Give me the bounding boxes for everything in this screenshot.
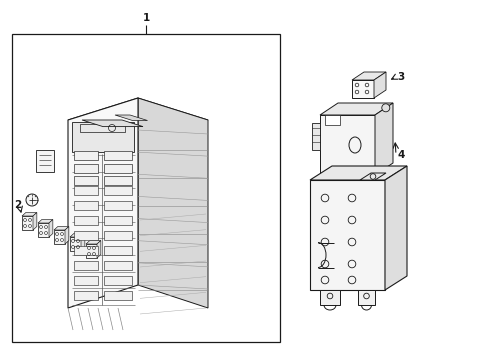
Bar (74, 216, 98, 225)
Polygon shape (82, 120, 142, 127)
Text: 3: 3 (397, 72, 404, 82)
Bar (104, 291, 132, 300)
Bar (74, 176, 98, 185)
Polygon shape (36, 150, 54, 172)
Polygon shape (384, 166, 406, 290)
Circle shape (26, 194, 38, 206)
Polygon shape (65, 226, 69, 244)
Polygon shape (374, 103, 392, 175)
Polygon shape (357, 290, 374, 305)
Bar (74, 276, 98, 285)
Circle shape (381, 104, 389, 112)
Polygon shape (68, 98, 207, 142)
Polygon shape (38, 220, 53, 223)
Bar (104, 231, 132, 240)
Polygon shape (319, 290, 339, 305)
Polygon shape (309, 166, 406, 180)
Polygon shape (22, 212, 37, 216)
Text: 2: 2 (14, 200, 21, 210)
Bar (104, 216, 132, 225)
Polygon shape (81, 234, 85, 251)
Polygon shape (309, 180, 384, 290)
Bar (74, 231, 98, 240)
Polygon shape (319, 103, 392, 115)
Polygon shape (319, 115, 374, 175)
Polygon shape (359, 173, 385, 180)
Bar (74, 151, 98, 160)
Bar (74, 163, 98, 172)
Polygon shape (351, 80, 373, 98)
Polygon shape (38, 223, 49, 237)
Polygon shape (97, 240, 101, 258)
Polygon shape (72, 122, 134, 152)
Bar (104, 261, 132, 270)
Polygon shape (33, 212, 37, 230)
Polygon shape (54, 226, 69, 230)
Bar (74, 246, 98, 255)
Bar (104, 163, 132, 172)
Bar (74, 291, 98, 300)
Polygon shape (86, 244, 97, 258)
Bar (104, 151, 132, 160)
Polygon shape (68, 98, 207, 308)
Polygon shape (373, 72, 385, 98)
Polygon shape (70, 237, 81, 251)
Polygon shape (115, 115, 147, 121)
Text: 4: 4 (396, 150, 404, 160)
Bar (104, 201, 132, 210)
Bar (104, 246, 132, 255)
Polygon shape (70, 234, 85, 237)
Polygon shape (54, 230, 65, 244)
Bar (74, 201, 98, 210)
Polygon shape (325, 115, 339, 125)
Polygon shape (49, 220, 53, 237)
Text: 5: 5 (397, 237, 404, 247)
Polygon shape (351, 72, 385, 80)
Bar (104, 276, 132, 285)
Polygon shape (86, 240, 101, 244)
Polygon shape (325, 175, 354, 190)
Polygon shape (138, 98, 207, 308)
Bar (104, 186, 132, 195)
Text: 1: 1 (142, 13, 149, 23)
Bar (74, 261, 98, 270)
Polygon shape (68, 98, 138, 308)
Polygon shape (311, 123, 319, 150)
Bar (74, 186, 98, 195)
Bar (12, 34, 280, 342)
Polygon shape (22, 216, 33, 230)
Bar (104, 176, 132, 185)
